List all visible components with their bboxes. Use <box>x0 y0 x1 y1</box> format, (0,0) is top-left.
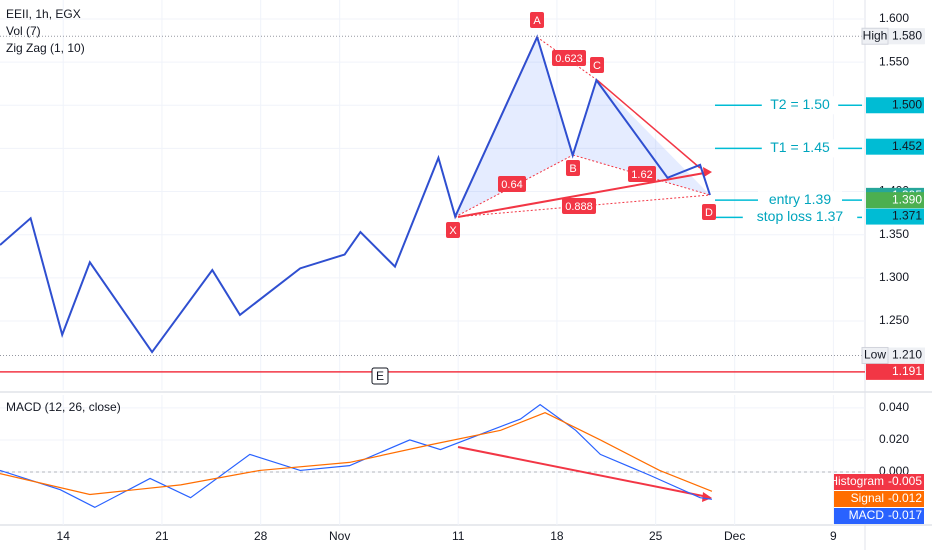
y-tick-label: 1.600 <box>879 11 909 25</box>
price-badge <box>889 347 925 364</box>
label-box <box>590 57 604 73</box>
pattern-point: B <box>569 163 576 175</box>
label-box <box>552 50 586 66</box>
indicator-value: -0.005 <box>888 474 922 488</box>
grid <box>0 0 865 525</box>
event-marker[interactable] <box>371 367 389 385</box>
y-tick-label: 1.250 <box>879 313 909 327</box>
price-badge-label: 1.390 <box>892 192 922 206</box>
tag-label: High <box>863 28 888 42</box>
label-box <box>702 204 716 220</box>
pattern-xab <box>455 37 573 217</box>
volume-legend: Vol (7) <box>6 24 41 38</box>
label-box <box>446 222 460 238</box>
label-box <box>562 198 596 214</box>
x-tick-label: 14 <box>57 529 71 543</box>
x-tick-label: 11 <box>452 529 465 543</box>
annotation-bg <box>758 191 842 210</box>
x-tick-label: 18 <box>550 529 564 543</box>
pattern-cd <box>596 79 701 169</box>
price-badge-label: 1.452 <box>892 139 922 153</box>
macd-trend-line <box>457 446 709 498</box>
label-box <box>498 176 526 192</box>
pattern-ratio: 0.888 <box>565 201 593 213</box>
y-tick-label: 0.020 <box>879 432 909 446</box>
macd-title: MACD (12, 26, close) <box>6 400 121 414</box>
price-badge-label: 1.191 <box>892 364 922 378</box>
price-badge-label: 1.210 <box>892 348 922 362</box>
y-tick-label: 1.350 <box>879 227 909 241</box>
indicator-name: Histogram <box>829 474 884 488</box>
price-badge <box>866 363 924 380</box>
price-badge <box>866 208 924 225</box>
x-tick-label: 9 <box>830 529 837 543</box>
indicator-badge <box>834 491 924 507</box>
series-line <box>0 403 713 509</box>
price-badge-label: 1.580 <box>892 28 922 42</box>
label-box <box>530 12 544 28</box>
symbol: EEII, 1h, EGX <box>6 7 81 21</box>
x-tick-label: 21 <box>155 529 169 543</box>
pattern-point: A <box>533 15 541 27</box>
x-tick-label: Nov <box>329 529 350 543</box>
price-badge <box>866 97 924 114</box>
y-tick-label: 1.550 <box>879 54 909 68</box>
arrow <box>702 492 712 502</box>
tag-label: Low <box>864 348 886 362</box>
x-tick-label: 25 <box>649 529 663 543</box>
annotation-bg <box>761 96 839 115</box>
annotation-bg <box>761 139 839 158</box>
pattern-ratio: 1.62 <box>631 169 652 181</box>
pattern-ratio: 0.64 <box>501 179 522 191</box>
label-box <box>628 166 656 182</box>
pattern-xd <box>454 194 711 218</box>
annotation-bg <box>742 208 858 227</box>
pattern-ratio: 0.623 <box>555 53 583 65</box>
x-tick-label: 28 <box>254 529 268 543</box>
y-tick-label: 0.040 <box>879 400 909 414</box>
tag-badge <box>861 346 889 364</box>
price-badge <box>866 138 924 155</box>
pattern-point: D <box>705 207 713 219</box>
annotation-label: T2 = 1.50 <box>770 96 830 112</box>
annotation-label: T1 = 1.45 <box>770 139 830 155</box>
price-badge-label: 1.500 <box>892 97 922 111</box>
tag-badge <box>861 27 889 45</box>
y-tick-label: 1.300 <box>879 270 909 284</box>
indicator-badge <box>834 474 924 490</box>
annotation-label: entry 1.39 <box>769 191 831 207</box>
price-badge-label: 1.371 <box>892 209 922 223</box>
indicator-name: Signal <box>851 491 884 505</box>
plot: 142128Nov111825Dec91.6001.5501.5001.4501… <box>0 11 925 543</box>
arrow <box>703 167 712 177</box>
pattern-labels: X A B C D 0.623 0.64 1.62 0.888 <box>446 12 716 238</box>
zigzag-legend: Zig Zag (1, 10) <box>6 41 85 55</box>
annotation-label: stop loss 1.37 <box>757 208 844 224</box>
indicator-badge <box>834 508 924 524</box>
pattern-point: X <box>449 225 457 237</box>
event-label: E <box>376 369 384 383</box>
trend-line <box>457 171 711 218</box>
price-badge <box>866 192 924 209</box>
series-line <box>0 34 711 354</box>
label-box <box>566 160 580 176</box>
pattern-bcd <box>573 80 710 195</box>
pattern-point: C <box>593 60 601 72</box>
price-badge <box>889 28 925 45</box>
indicator-value: -0.017 <box>888 508 922 522</box>
x-tick-label: Dec <box>724 529 745 543</box>
indicator-value: -0.012 <box>888 491 922 505</box>
series-line <box>0 411 713 496</box>
indicator-name: MACD <box>849 508 885 522</box>
